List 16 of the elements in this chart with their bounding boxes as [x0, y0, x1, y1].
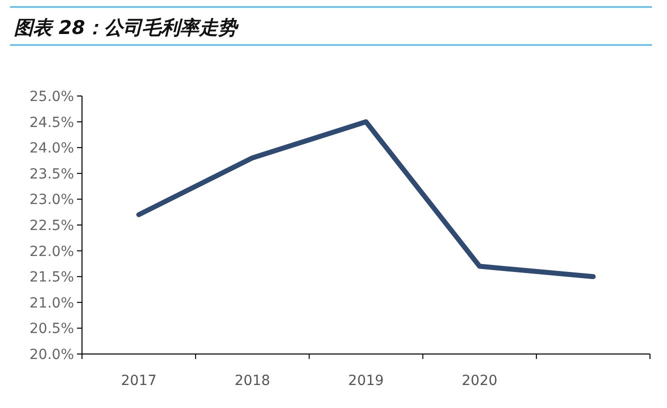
y-tick-label: 20.0%	[30, 347, 74, 363]
y-tick-label: 21.0%	[30, 295, 74, 312]
y-tick-label: 22.5%	[30, 218, 74, 234]
x-tick-label: 2017	[120, 373, 157, 389]
y-tick-label: 23.5%	[30, 166, 74, 182]
y-tick-label: 24.5%	[30, 114, 74, 131]
y-tick-label: 25.0%	[30, 89, 74, 105]
x-tick-label: 2020	[462, 373, 498, 389]
x-tick-label: 2018	[234, 373, 270, 389]
y-tick-label: 20.5%	[30, 321, 74, 338]
y-tick-label: 24.0%	[30, 140, 74, 157]
y-tick-label: 22.0%	[30, 244, 74, 260]
x-tick-label: 2019	[348, 373, 384, 389]
chart-title: 图表 28：公司毛利率走势	[14, 17, 240, 39]
y-tick-label: 21.5%	[30, 270, 74, 286]
y-tick-label: 23.0%	[30, 192, 74, 208]
